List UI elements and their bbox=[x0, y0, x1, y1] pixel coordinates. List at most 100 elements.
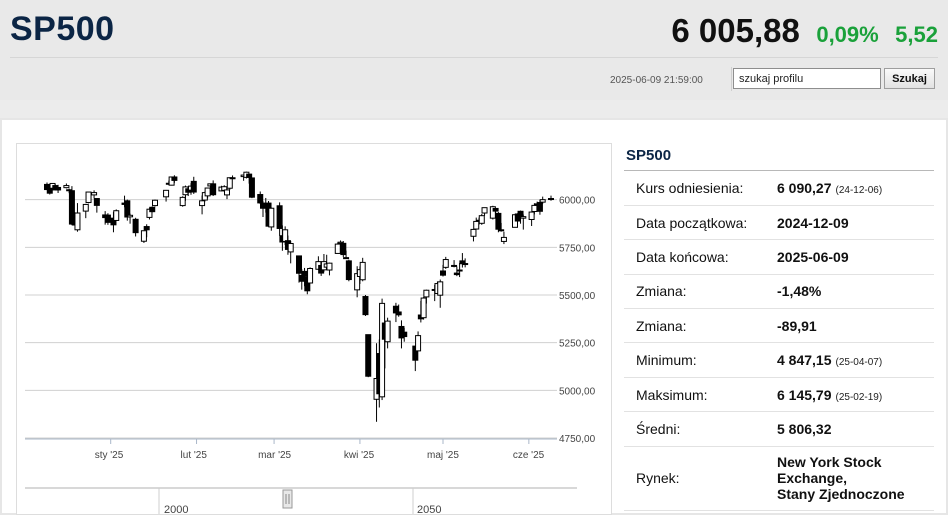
navigator-handle bbox=[282, 489, 293, 509]
stats-value: 6 090,27 (24-12-06) bbox=[777, 171, 934, 206]
y-tick-label: 5750,00 bbox=[559, 243, 596, 254]
stats-value: New York Stock Exchange, Stany Zjednoczone bbox=[777, 446, 934, 511]
candle-body bbox=[246, 173, 253, 178]
divider bbox=[731, 67, 732, 91]
y-tick-label: 5000,00 bbox=[559, 386, 596, 397]
stats-label: Minimum: bbox=[624, 342, 777, 378]
stats-value-date: (25-04-07) bbox=[835, 357, 883, 369]
candle-body bbox=[365, 334, 372, 377]
candle-body bbox=[190, 180, 197, 193]
candle-body bbox=[268, 207, 275, 228]
stats-row: Maksimum: 6 145,79 (25-02-19) bbox=[624, 377, 934, 413]
stats-value-text: -1,48% bbox=[777, 283, 822, 300]
candle-body bbox=[401, 331, 408, 338]
candle-body bbox=[340, 242, 347, 256]
navigator-label: 2000 bbox=[164, 504, 188, 515]
candle-body bbox=[276, 205, 283, 229]
stats-row: Zmiana: -1,48% bbox=[624, 274, 934, 310]
candle-body bbox=[548, 198, 554, 201]
stats-value-date: (24-12-06) bbox=[835, 184, 883, 196]
candlestick-chart: 6000,00 5750,00 5500,00 5250,00 5000,00 4750,… bbox=[25, 171, 596, 515]
candle-body bbox=[456, 269, 463, 272]
stats-panel: SP500 Kurs odniesienia: 6 090,27 (24-12-06… bbox=[624, 143, 934, 511]
candle-body bbox=[82, 203, 89, 212]
candle-body bbox=[287, 243, 294, 253]
stats-value: 2025-06-09 bbox=[777, 239, 934, 275]
candle-body bbox=[124, 200, 131, 218]
candle-body bbox=[104, 214, 111, 223]
candle-body bbox=[495, 212, 502, 230]
candle-body bbox=[420, 297, 427, 319]
candle-body bbox=[296, 255, 302, 274]
stats-row: Kurs odniesienia: 6 090,27 (24-12-06) bbox=[624, 171, 934, 206]
stats-value-text: 4 847,15 bbox=[777, 352, 832, 369]
change-absolute: 5,52 bbox=[895, 22, 938, 47]
candle-body bbox=[520, 216, 527, 219]
price-chart[interactable]: 6000,00 5750,00 5500,00 5250,00 5000,00 4750,… bbox=[16, 143, 612, 515]
search-bar: 2025-06-09 21:59:00 Szukaj bbox=[10, 57, 938, 95]
candle-body bbox=[179, 196, 186, 207]
stats-value: 5 806,32 bbox=[777, 411, 934, 447]
candle-body bbox=[539, 199, 546, 203]
candle-body bbox=[531, 204, 538, 212]
candle-body bbox=[226, 177, 233, 189]
search-button[interactable]: Szukaj bbox=[884, 68, 935, 89]
stats-label: Data końcowa: bbox=[624, 239, 777, 275]
candle-body bbox=[492, 207, 499, 212]
candle-body bbox=[462, 263, 469, 266]
candle-body bbox=[229, 177, 236, 180]
candle-body bbox=[143, 226, 150, 231]
candle-body bbox=[470, 228, 477, 237]
stats-label: Zmiana: bbox=[624, 274, 777, 310]
navigator-label: 2050 bbox=[417, 504, 441, 515]
stats-value-line: New York Stock bbox=[777, 454, 882, 471]
candle-body bbox=[152, 199, 158, 207]
candle-body bbox=[379, 302, 386, 398]
candle-body bbox=[224, 189, 230, 196]
candle-body bbox=[478, 215, 485, 224]
stats-label: Średni: bbox=[624, 411, 777, 447]
stats-row: Data początkowa: 2024-12-09 bbox=[624, 205, 934, 241]
candle-body bbox=[163, 189, 170, 198]
candle-body bbox=[440, 270, 446, 276]
candle-body bbox=[127, 214, 134, 218]
y-tick-label: 5500,00 bbox=[559, 291, 596, 302]
stats-row: Data końcowa: 2025-06-09 bbox=[624, 239, 934, 275]
stats-value-text: -89,91 bbox=[777, 317, 817, 334]
candle-body bbox=[481, 207, 488, 214]
candle-body bbox=[210, 183, 217, 196]
candle-body bbox=[359, 261, 366, 281]
quote-timestamp: 2025-06-09 21:59:00 bbox=[610, 75, 703, 86]
stats-value: -1,48% bbox=[777, 274, 934, 310]
stats-title: SP500 bbox=[624, 143, 934, 171]
ticker-symbol: SP500 bbox=[10, 10, 115, 48]
stats-value: 2024-12-09 bbox=[777, 205, 934, 241]
x-tick-label: mar '25 bbox=[258, 450, 291, 461]
candle-body bbox=[307, 267, 314, 284]
candle-body bbox=[437, 281, 444, 296]
candle-body bbox=[55, 186, 62, 191]
y-tick-label: 5250,00 bbox=[559, 339, 596, 350]
candle-body bbox=[149, 206, 156, 213]
candle-body bbox=[257, 194, 264, 204]
candle-body bbox=[528, 211, 535, 220]
candle-body bbox=[63, 185, 70, 189]
candle-body bbox=[451, 264, 458, 267]
candle-body bbox=[423, 289, 430, 298]
stats-label: Kurs odniesienia: bbox=[624, 171, 777, 206]
change-percent: 0,09% bbox=[816, 22, 879, 47]
stats-value: 4 847,15 (25-04-07) bbox=[777, 342, 934, 378]
stats-label: Zmiana: bbox=[624, 308, 777, 344]
stats-row: Zmiana: -89,91 bbox=[624, 308, 934, 344]
candle-body bbox=[473, 220, 480, 230]
stats-value-text: 2024-12-09 bbox=[777, 214, 849, 231]
stats-value-text: 6 090,27 bbox=[777, 179, 832, 196]
candle-body bbox=[415, 335, 422, 352]
stats-value-date: (25-02-19) bbox=[835, 391, 883, 403]
candle-body bbox=[453, 272, 460, 276]
candle-body bbox=[498, 229, 505, 232]
candle-body bbox=[140, 230, 147, 242]
search-input[interactable] bbox=[733, 68, 881, 89]
candle-body bbox=[132, 218, 139, 234]
stats-row: Średni: 5 806,32 bbox=[624, 411, 934, 447]
